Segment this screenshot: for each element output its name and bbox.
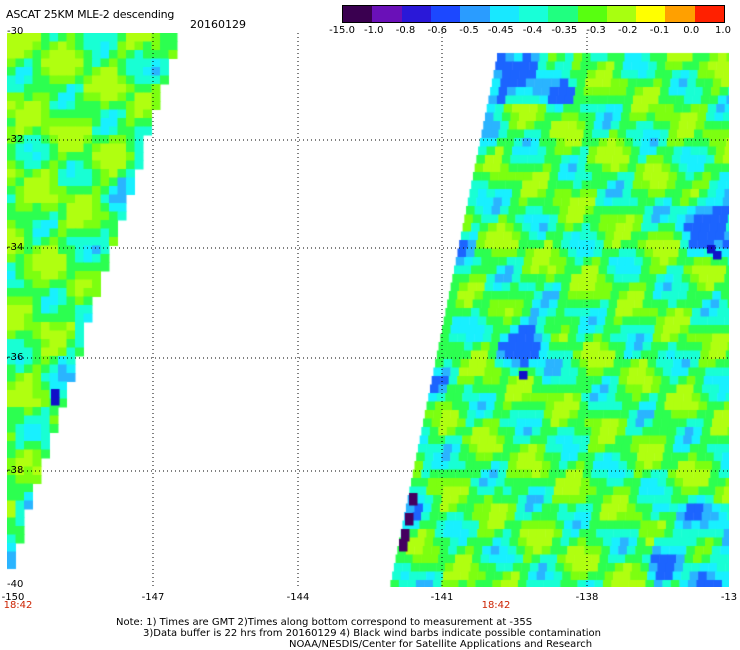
lon-label: -144	[286, 592, 310, 603]
colorbar-tick-label: 1.0	[715, 25, 731, 36]
lon-label: -13	[720, 592, 738, 603]
colorbar-swatch	[489, 6, 519, 22]
colorbar	[342, 5, 725, 23]
colorbar-swatch	[577, 6, 607, 22]
note-line-1: Note: 1) Times are GMT 2)Times along bot…	[116, 617, 533, 628]
lon-label: -141	[430, 592, 454, 603]
colorbar-labels: -15.0 -1.0 -0.8 -0.6 -0.5 -0.45 -0.4 -0.35 -0.3-…	[329, 25, 736, 39]
lon-label: -147	[141, 592, 165, 603]
colorbar-swatch	[401, 6, 431, 22]
note-line-2: 3)Data buffer is 22 hrs from 20160129 4)…	[143, 628, 601, 639]
lat-label: -30	[7, 26, 24, 37]
colorbar-tick-label: -0.4	[522, 25, 543, 36]
colorbar-swatch	[636, 6, 666, 22]
colorbar-tick-label: -0.45	[487, 25, 514, 36]
lat-label: -40	[7, 579, 24, 590]
colorbar-tick-label: 0.0	[683, 25, 700, 36]
note-line-3: NOAA/NESDIS/Center for Satellite Applica…	[289, 639, 593, 650]
lon-label: -138	[575, 592, 599, 603]
lat-label: -36	[7, 352, 24, 363]
colorbar-swatch	[694, 6, 725, 22]
colorbar-tick-label: -0.2	[617, 25, 638, 36]
product-date: 20160129	[190, 18, 246, 31]
colorbar-tick-label: -0.8	[395, 25, 416, 36]
colorbar-tick-label: -1.0	[363, 25, 384, 36]
product-title: ASCAT 25KM MLE-2 descending	[6, 8, 175, 21]
colorbar-swatch	[518, 6, 549, 22]
lat-label: -38	[7, 465, 24, 476]
lat-label: -32	[7, 134, 24, 145]
lon-label: -150	[1, 592, 25, 603]
colorbar-tick-label: -15.0	[329, 25, 355, 36]
colorbar-tick-label: -0.6	[427, 25, 448, 36]
colorbar-swatch	[665, 6, 695, 22]
lat-label: -34	[7, 242, 24, 253]
colorbar-swatch	[606, 6, 637, 22]
colorbar-swatch	[430, 6, 461, 22]
colorbar-swatch	[460, 6, 490, 22]
pass-time-left: 18:42	[3, 600, 33, 611]
colorbar-tick-label: -0.35	[551, 25, 578, 36]
colorbar-swatch	[343, 6, 373, 22]
colorbar-swatch	[372, 6, 402, 22]
pass-time-right: 18:42	[481, 600, 511, 611]
colorbar-tick-label: -0.5	[459, 25, 479, 36]
colorbar-tick-label: -0.3	[586, 25, 606, 36]
swath-map	[7, 33, 729, 587]
colorbar-tick-label: -0.1	[649, 25, 670, 36]
colorbar-swatch	[548, 6, 578, 22]
